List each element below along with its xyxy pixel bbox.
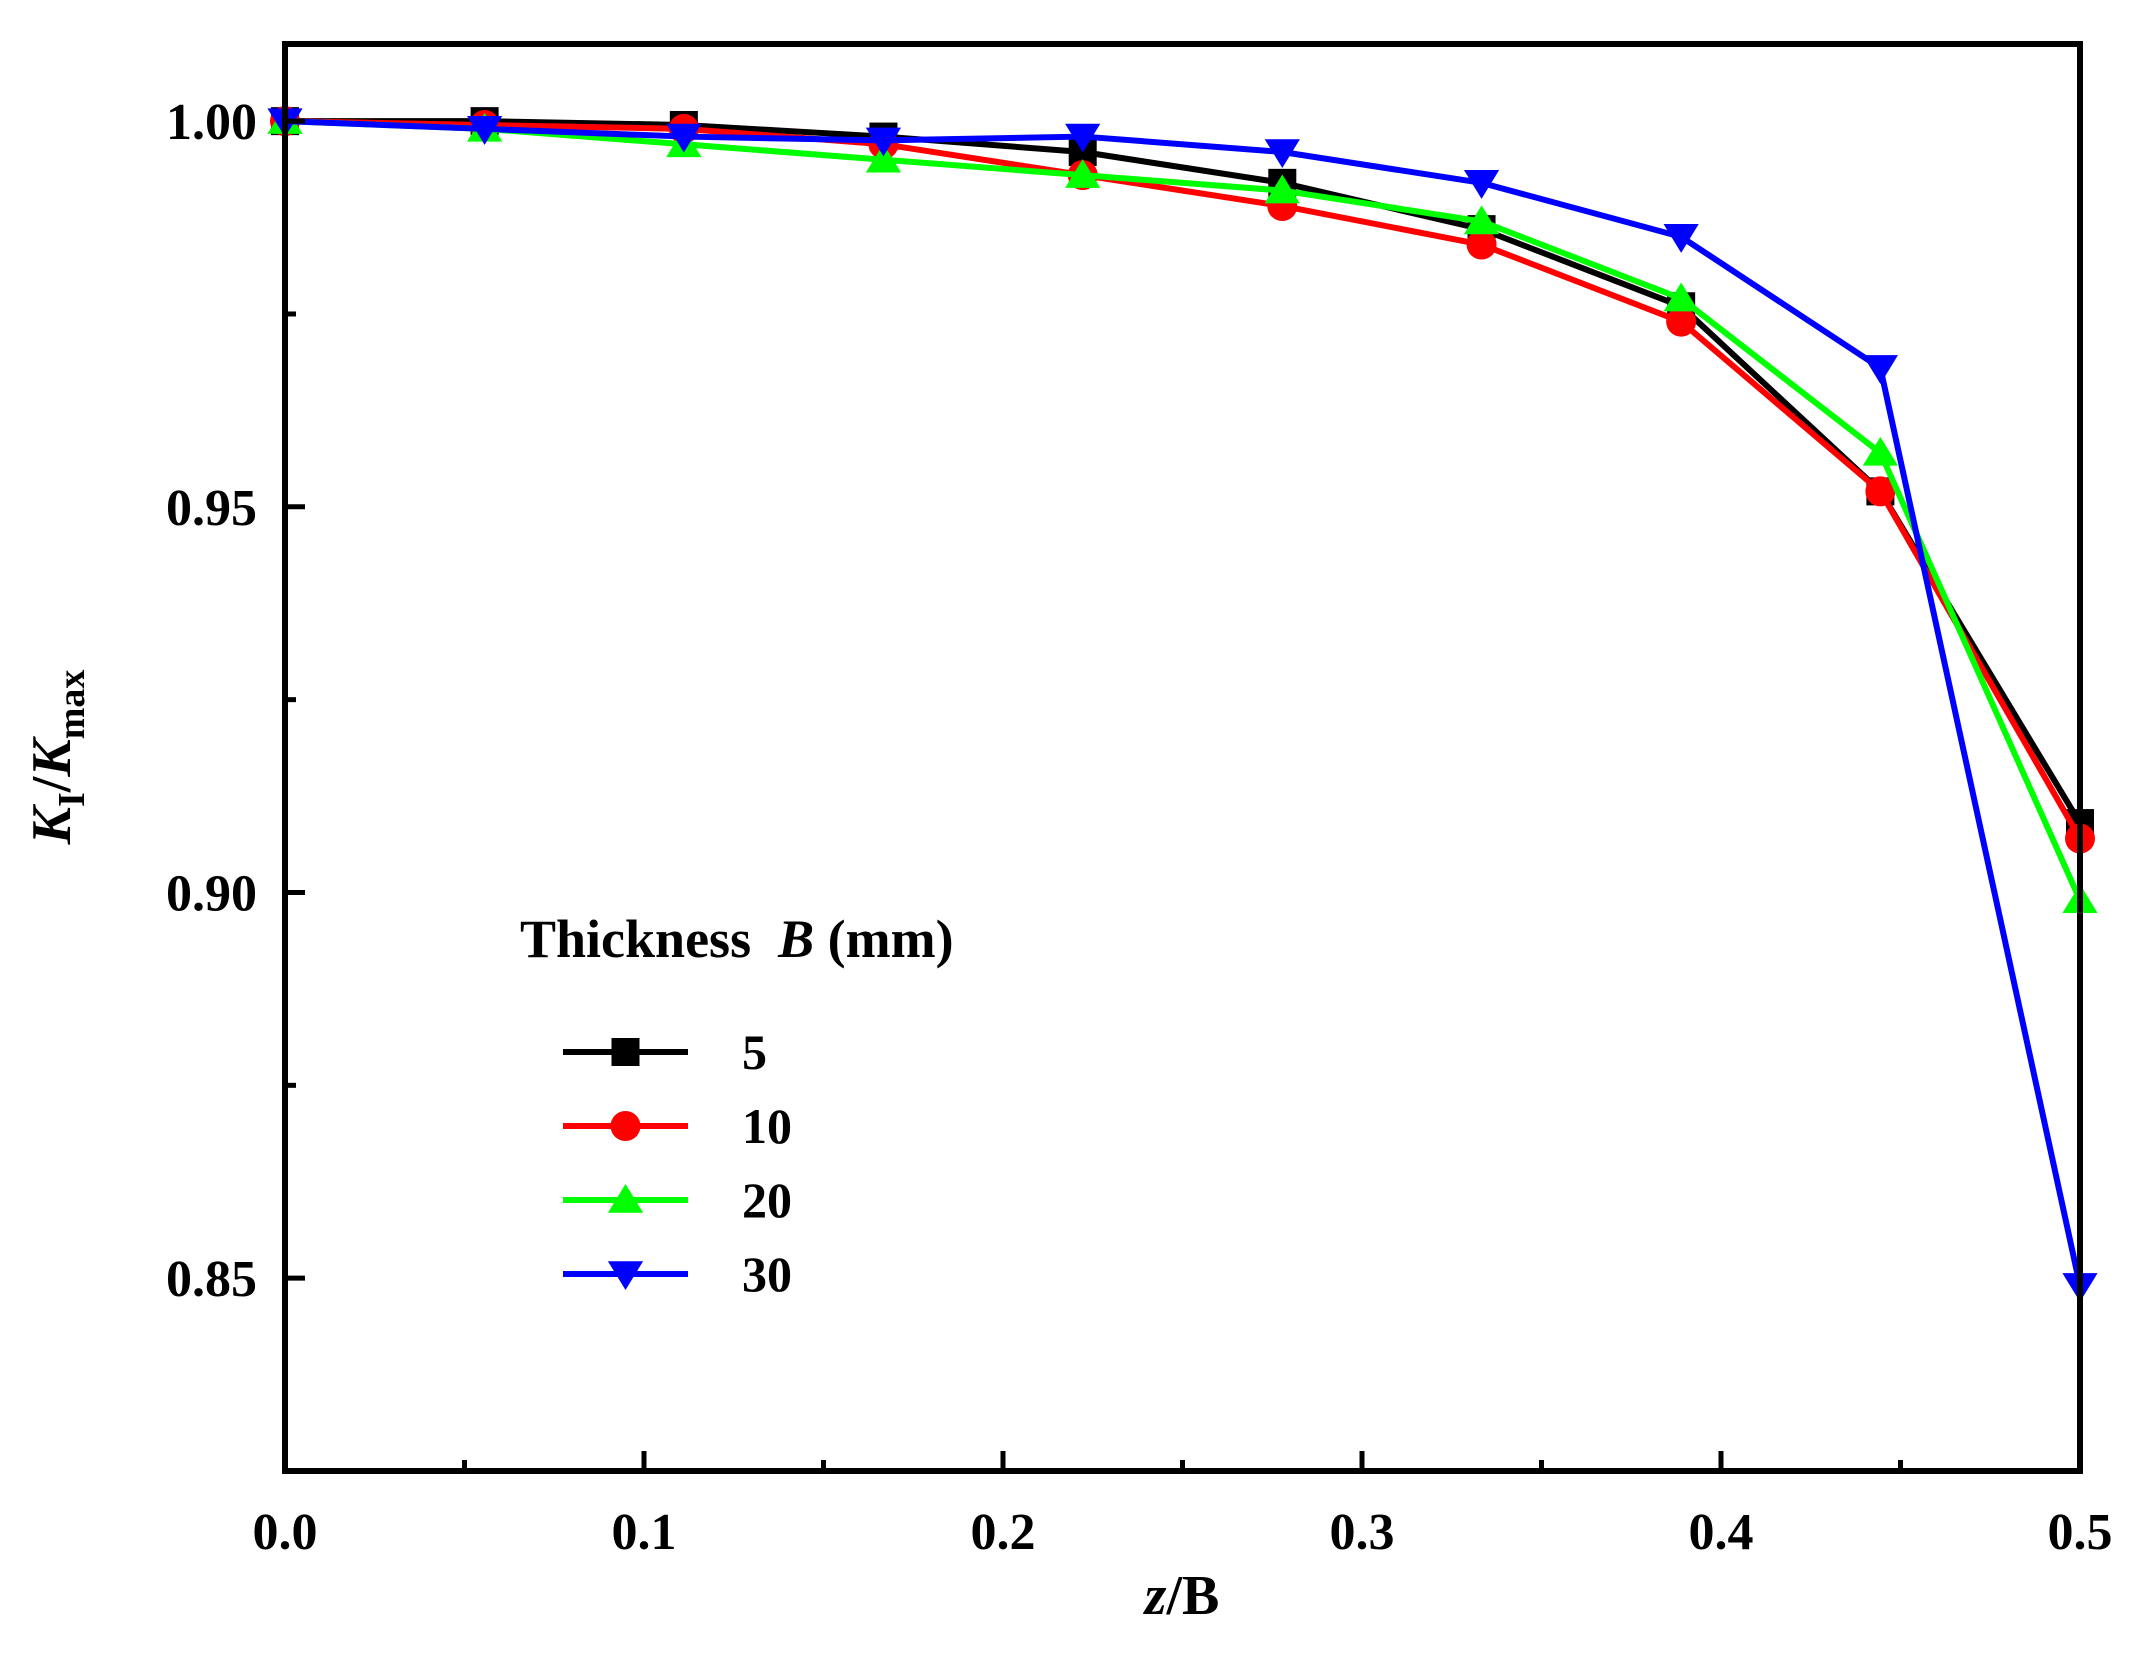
data-point-10 — [1466, 229, 1497, 260]
y-tick-label: 1.00 — [166, 94, 257, 151]
legend-item-10: 10 — [563, 1098, 792, 1154]
data-point-30 — [1065, 123, 1101, 153]
data-point-30 — [467, 116, 503, 145]
x-axis-title-rest: /B — [1165, 1565, 1219, 1627]
y-axis-title-sub2: max — [51, 670, 93, 740]
legend-label: 20 — [742, 1172, 792, 1228]
series-line-30 — [284, 118, 2083, 1287]
data-point-20 — [1663, 282, 1699, 312]
y-axis-title: KI/Kmax — [21, 670, 93, 846]
data-point-30 — [1264, 139, 1300, 168]
series-30 — [267, 108, 2098, 1302]
legend-item-5: 5 — [563, 1024, 767, 1080]
legend-item-20: 20 — [563, 1172, 792, 1228]
x-axis-title-var: z — [1143, 1565, 1167, 1627]
plot-frame — [282, 41, 2083, 1474]
y-axis-title-sub1: I — [51, 792, 93, 807]
legend-marker — [607, 1184, 644, 1213]
x-tick-label: 0.4 — [1689, 1504, 1754, 1561]
data-point-30 — [666, 123, 702, 153]
legend-marker — [611, 1038, 640, 1066]
legend-item-30: 30 — [563, 1246, 792, 1302]
data-point-10 — [1865, 476, 1896, 507]
series-line-20 — [284, 118, 2083, 902]
x-tick-label: 0.2 — [971, 1504, 1036, 1561]
x-axis-title: z/B — [1143, 1565, 1220, 1627]
series-layer — [267, 105, 2098, 1302]
data-point-30 — [1463, 170, 1500, 199]
legend-label: 30 — [742, 1246, 792, 1302]
legend-title: Thickness B (mm) — [520, 909, 954, 969]
data-point-30 — [1663, 224, 1699, 253]
x-tick-label: 0.3 — [1330, 1504, 1395, 1561]
series-20 — [267, 105, 2098, 913]
y-axis-title-slash: / — [21, 775, 83, 793]
data-point-30 — [865, 127, 902, 157]
y-axis-title-group: KI/Kmax — [21, 670, 93, 846]
data-point-20 — [1862, 436, 1898, 466]
data-point-20 — [1463, 205, 1500, 235]
series-5 — [271, 107, 2094, 838]
legend-title-post: (mm) — [814, 909, 953, 969]
x-tick-label: 0.0 — [253, 1504, 318, 1561]
ticks-layer: 0.0 0.1 0.2 0.3 0.4 0.5 0.85 0.90 0.95 1.00 — [166, 94, 2113, 1561]
y-axis-title-k1: K — [21, 803, 83, 845]
y-tick-label: 0.85 — [166, 1251, 257, 1308]
legend-title-var: B — [777, 909, 814, 969]
legend: Thickness B (mm) 5 10 20 30 — [520, 909, 954, 1302]
data-point-30 — [1862, 355, 1898, 384]
legend-title-pre: Thickness — [520, 909, 778, 969]
series-10 — [270, 106, 2095, 854]
series-line-5 — [285, 118, 2083, 825]
legend-items: 5 10 20 30 — [563, 1024, 792, 1302]
y-tick-label: 0.95 — [166, 480, 257, 537]
data-point-20 — [1065, 159, 1101, 188]
series-line-10 — [284, 118, 2083, 840]
data-point-10 — [1666, 306, 1697, 337]
legend-label: 5 — [742, 1024, 767, 1080]
data-point-20 — [1264, 174, 1300, 204]
y-tick-label: 0.90 — [166, 865, 257, 922]
x-tick-label: 0.1 — [612, 1504, 677, 1561]
legend-label: 10 — [742, 1098, 792, 1154]
data-point-20 — [865, 143, 902, 173]
legend-marker — [607, 1261, 644, 1290]
x-tick-label: 0.5 — [2048, 1504, 2113, 1561]
y-axis-title-k2: K — [21, 736, 83, 778]
legend-marker — [610, 1111, 641, 1141]
